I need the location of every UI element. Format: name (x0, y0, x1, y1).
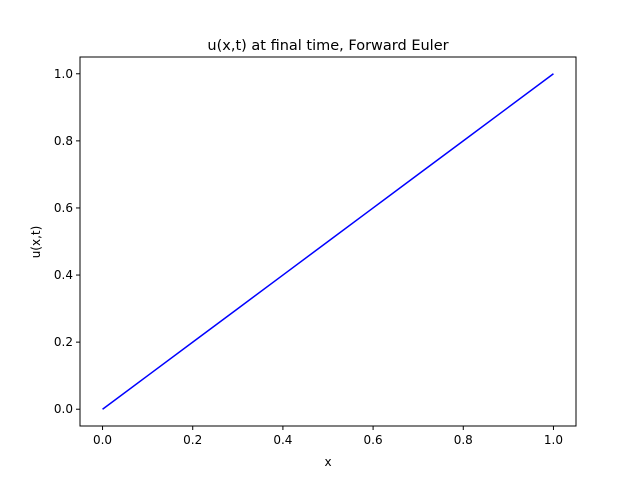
plot-area (79, 56, 577, 427)
chart-title: u(x,t) at final time, Forward Euler (207, 38, 448, 54)
y-axis-label: u(x,t) (29, 226, 43, 259)
y-tick-label: 0.6 (54, 201, 73, 215)
y-tick-label: 0.2 (54, 335, 73, 349)
x-axis-label: x (324, 455, 331, 469)
plot-frame (79, 56, 577, 427)
y-tick-label: 0.8 (54, 134, 73, 148)
x-axis: 0.0 0.2 0.4 0.6 0.8 1.0 (93, 426, 563, 447)
x-tick-label: 0.6 (364, 433, 383, 447)
y-tick-label: 0.4 (54, 268, 73, 282)
x-tick-label: 1.0 (544, 433, 563, 447)
x-tick-label: 0.4 (273, 433, 292, 447)
y-tick-label: 0.0 (54, 402, 73, 416)
series-layer (102, 73, 554, 410)
series-line-0 (102, 73, 554, 410)
x-tick-label: 0.0 (93, 433, 112, 447)
y-axis: 0.0 0.2 0.4 0.6 0.8 1.0 (54, 67, 80, 416)
x-tick-label: 0.2 (183, 433, 202, 447)
x-tick-label: 0.8 (454, 433, 473, 447)
y-tick-label: 1.0 (54, 67, 73, 81)
